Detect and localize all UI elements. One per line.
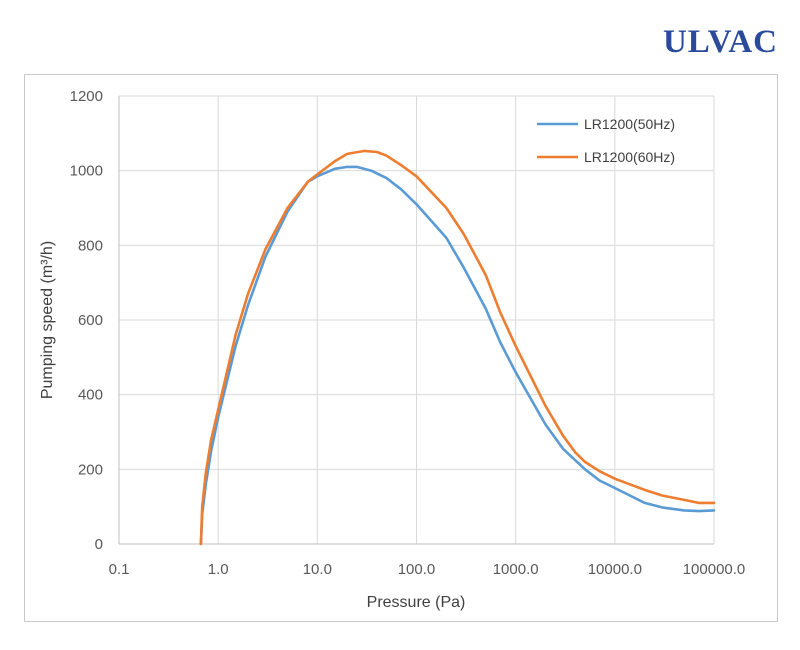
x-axis-label: Pressure (Pa) bbox=[367, 594, 466, 611]
legend: LR1200(50Hz) LR1200(60Hz) bbox=[537, 116, 675, 165]
x-tick-label: 10000.0 bbox=[588, 561, 642, 578]
y-tick-labels: 0 200 400 600 800 1000 1200 bbox=[70, 88, 103, 553]
y-tick-label: 200 bbox=[78, 461, 103, 478]
y-tick-label: 1200 bbox=[70, 88, 103, 105]
x-tick-label: 100000.0 bbox=[683, 561, 746, 578]
series-lines bbox=[199, 149, 716, 546]
series-line bbox=[199, 149, 716, 546]
x-tick-labels: 0.1 1.0 10.0 100.0 1000.0 10000.0 100000.0 bbox=[109, 561, 746, 578]
legend-label: LR1200(50Hz) bbox=[584, 116, 675, 132]
axes bbox=[118, 96, 714, 545]
x-tick-label: 0.1 bbox=[109, 561, 130, 578]
legend-label: LR1200(60Hz) bbox=[584, 149, 675, 165]
y-tick-label: 400 bbox=[78, 387, 103, 404]
y-tick-label: 600 bbox=[78, 312, 103, 329]
x-tick-label: 10.0 bbox=[303, 561, 332, 578]
y-axis-label: Pumping speed (m³/h) bbox=[39, 241, 56, 399]
y-tick-label: 1000 bbox=[70, 163, 103, 180]
series-line bbox=[199, 165, 716, 546]
y-tick-label: 0 bbox=[95, 536, 103, 553]
ulvac-logo: ULVAC bbox=[663, 24, 778, 58]
x-tick-label: 1.0 bbox=[208, 561, 229, 578]
chart-frame bbox=[24, 74, 778, 622]
y-tick-label: 800 bbox=[78, 237, 103, 254]
grid-lines bbox=[119, 95, 715, 544]
x-tick-label: 1000.0 bbox=[493, 561, 539, 578]
ulvac-logo-text: ULVAC bbox=[663, 24, 778, 58]
x-tick-label: 100.0 bbox=[398, 561, 436, 578]
